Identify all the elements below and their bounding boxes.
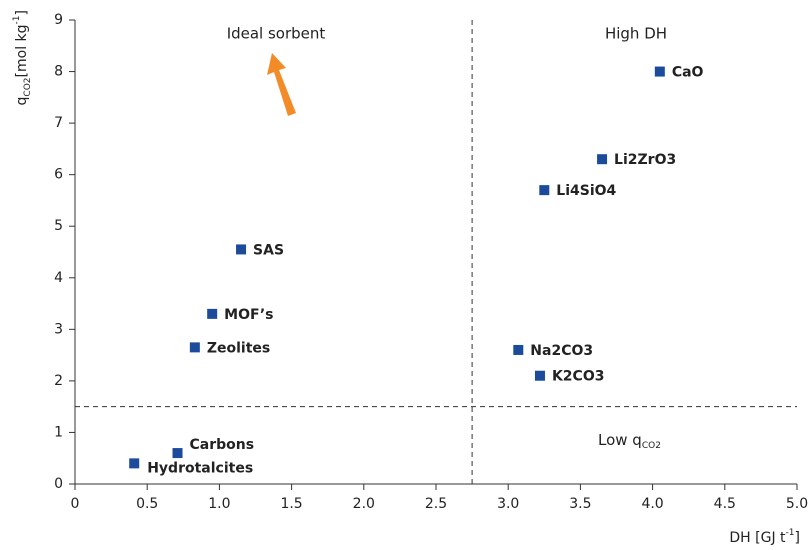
x-tick-label: 1.0 xyxy=(208,496,230,512)
x-tick-label: 4.5 xyxy=(714,496,736,512)
x-label-sup: -1 xyxy=(786,528,795,538)
y-label-rest: [mol kg xyxy=(14,24,30,77)
point-label: CaO xyxy=(672,65,704,81)
point xyxy=(534,370,545,381)
x-tick-label: 2.0 xyxy=(353,496,375,512)
y-tick-label: 4 xyxy=(54,270,63,286)
point-label: K2CO3 xyxy=(552,369,605,385)
arrow xyxy=(267,53,296,116)
annotation-sub: CO2 xyxy=(642,441,661,451)
x-tick-label: 2.5 xyxy=(425,496,447,512)
point-label: MOF’s xyxy=(224,307,273,323)
point xyxy=(172,448,183,459)
point-label: Zeolites xyxy=(207,340,270,356)
y-label-end: ] xyxy=(14,10,30,15)
point xyxy=(189,342,200,353)
point-label: SAS xyxy=(253,242,284,258)
x-tick-label: 4.0 xyxy=(641,496,663,512)
y-tick-label: 7 xyxy=(54,115,63,131)
y-label-sub: CO2 xyxy=(23,77,33,96)
point xyxy=(513,344,524,355)
x-tick-label: 5.0 xyxy=(786,496,808,512)
y-tick-label: 1 xyxy=(54,424,63,440)
point-label: Hydrotalcites xyxy=(147,460,253,476)
point xyxy=(207,308,218,319)
x-tick-label: 0.5 xyxy=(136,496,158,512)
x-label-main: DH [GJ t xyxy=(729,530,786,546)
y-axis-label: qCO2[mol kg-1] xyxy=(12,10,33,105)
y-tick-label: 5 xyxy=(54,218,63,234)
point xyxy=(129,458,140,469)
annotation: Ideal sorbent xyxy=(227,25,326,43)
point xyxy=(539,185,550,196)
point-label: Carbons xyxy=(190,437,255,453)
y-label-sup: -1 xyxy=(12,15,22,24)
y-tick-label: 8 xyxy=(54,64,63,80)
point xyxy=(597,154,608,165)
annotation: Low qCO2 xyxy=(598,431,661,451)
annotation: High DH xyxy=(605,25,667,43)
y-tick-label: 2 xyxy=(54,373,63,389)
x-tick-label: 1.5 xyxy=(280,496,302,512)
y-tick-label: 6 xyxy=(54,167,63,183)
x-tick-label: 0 xyxy=(71,496,80,512)
annotation-main: Low q xyxy=(598,431,642,449)
x-tick-label: 3.0 xyxy=(497,496,519,512)
point-label: Li2ZrO3 xyxy=(614,152,676,168)
x-label-end: ] xyxy=(795,530,800,546)
y-tick-label: 3 xyxy=(54,321,63,337)
point xyxy=(654,66,665,77)
x-axis-label: DH [GJ t-1] xyxy=(729,528,800,547)
point-label: Li4SiO4 xyxy=(556,183,616,199)
y-tick-label: 0 xyxy=(54,476,63,492)
point xyxy=(236,244,247,255)
y-tick-label: 9 xyxy=(54,12,63,28)
x-tick-label: 3.5 xyxy=(569,496,591,512)
point-label: Na2CO3 xyxy=(530,343,593,359)
y-label-main: q xyxy=(14,97,30,106)
